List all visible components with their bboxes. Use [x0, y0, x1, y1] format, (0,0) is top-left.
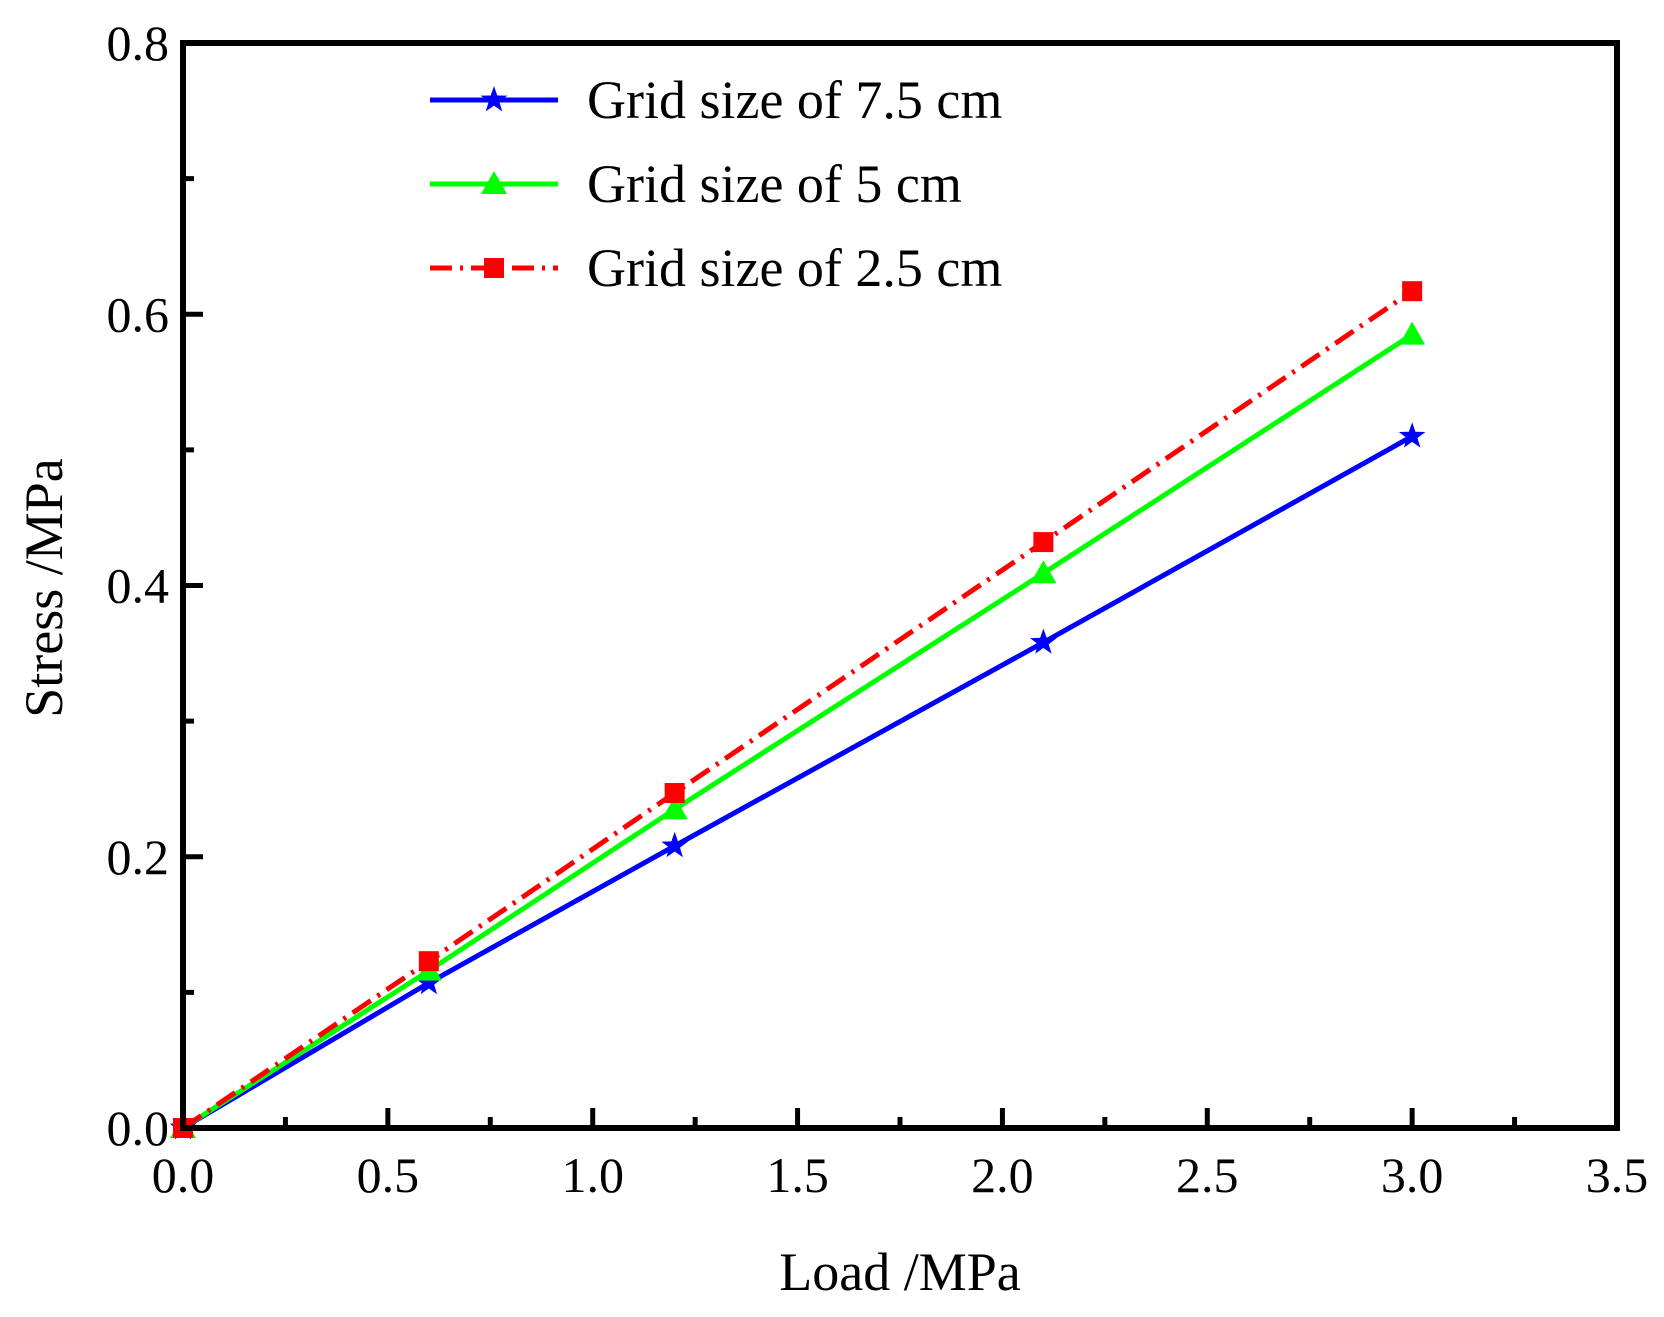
series-1: [170, 321, 1426, 1138]
data-point-0-1: [415, 968, 443, 995]
data-point-1-4: [1399, 321, 1426, 345]
legend-label-1: Grid size of 5 cm: [587, 154, 962, 214]
legend-item-2: Grid size of 2.5 cm: [430, 238, 1002, 298]
y-tick-label-4: 0.8: [107, 15, 170, 71]
data-point-2-4: [1402, 281, 1423, 302]
data-point-2-1: [418, 951, 439, 972]
axis-layer: 0.0 0.5 1.0 1.5 2.0 2.5 3.0 3.5 0.0 0.2 0.4 0.6 0.8: [107, 15, 1649, 1203]
x-tick-label-6: 3.0: [1381, 1147, 1444, 1203]
x-tick-label-1: 0.5: [357, 1147, 420, 1203]
data-point-0-4: [1398, 422, 1426, 448]
x-tick-label-7: 3.5: [1586, 1147, 1649, 1203]
x-tick-label-0: 0.0: [152, 1147, 215, 1203]
x-tick-label-3: 1.5: [766, 1147, 829, 1203]
legend-marker-0: [480, 86, 508, 112]
x-tick-label-2: 1.0: [561, 1147, 624, 1203]
data-point-2-3: [1033, 532, 1054, 553]
legend-item-0: Grid size of 7.5 cm: [430, 70, 1002, 130]
legend-label-0: Grid size of 7.5 cm: [587, 70, 1002, 130]
x-axis-label: Load /MPa: [779, 1242, 1021, 1302]
data-point-0-3: [1030, 628, 1057, 654]
y-tick-label-0: 0.0: [107, 1100, 170, 1156]
y-tick-label-1: 0.2: [107, 829, 170, 885]
x-tick-label-5: 2.5: [1176, 1147, 1239, 1203]
x-tick-label-4: 2.0: [971, 1147, 1034, 1203]
y-tick-label-3: 0.6: [107, 286, 170, 342]
data-point-2-2: [664, 783, 685, 804]
data-point-1-2: [661, 796, 688, 820]
legend-marker-2: [484, 258, 504, 278]
legend-label-2: Grid size of 2.5 cm: [587, 238, 1002, 298]
legend: Grid size of 7.5 cm Grid size of 5 cm Grid…: [430, 70, 1002, 298]
y-tick-label-2: 0.4: [107, 558, 170, 614]
legend-marker-1: [481, 171, 507, 194]
data-point-0-2: [661, 831, 688, 858]
legend-item-1: Grid size of 5 cm: [430, 154, 962, 214]
data-point-1-3: [1030, 560, 1057, 584]
y-axis-label: Stress /MPa: [14, 458, 74, 718]
